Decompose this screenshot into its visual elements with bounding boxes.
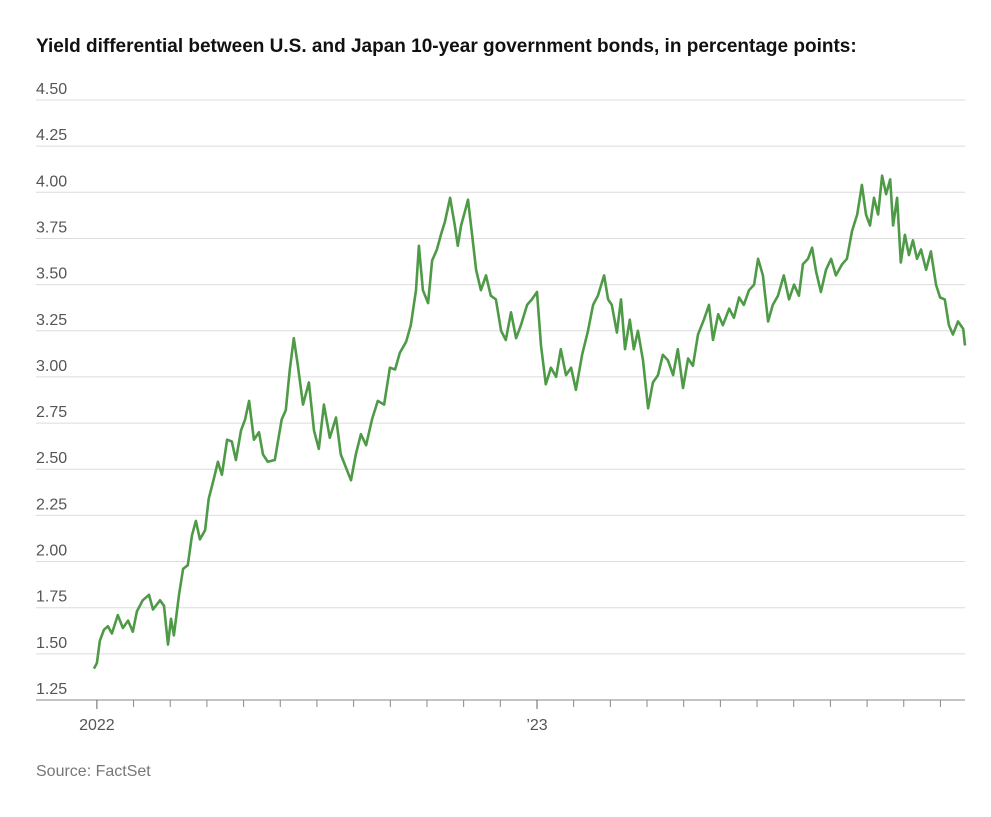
y-tick-label: 3.00 [36,358,67,375]
y-tick-label: 3.25 [36,312,67,329]
y-tick-label: 4.50 [36,81,67,98]
y-tick-label: 2.25 [36,496,67,513]
y-tick-label: 3.75 [36,219,67,236]
y-tick-label: 1.50 [36,635,67,652]
source: Source: FactSet [36,763,151,780]
y-tick-label: 4.25 [36,127,67,144]
y-tick-label: 1.75 [36,589,67,606]
line-series [92,174,967,670]
y-tick-label: 4.00 [36,173,67,190]
x-tick-label: ’23 [526,717,547,734]
y-tick-label: 2.75 [36,404,67,421]
y-tick-label: 2.00 [36,543,67,560]
y-tick-label: 1.25 [36,681,67,698]
chart-title: Yield differential between U.S. and Japa… [36,36,857,57]
y-tick-label: 3.50 [36,266,67,283]
y-tick-label: 2.50 [36,450,67,467]
x-tick-label: 2022 [79,717,115,734]
